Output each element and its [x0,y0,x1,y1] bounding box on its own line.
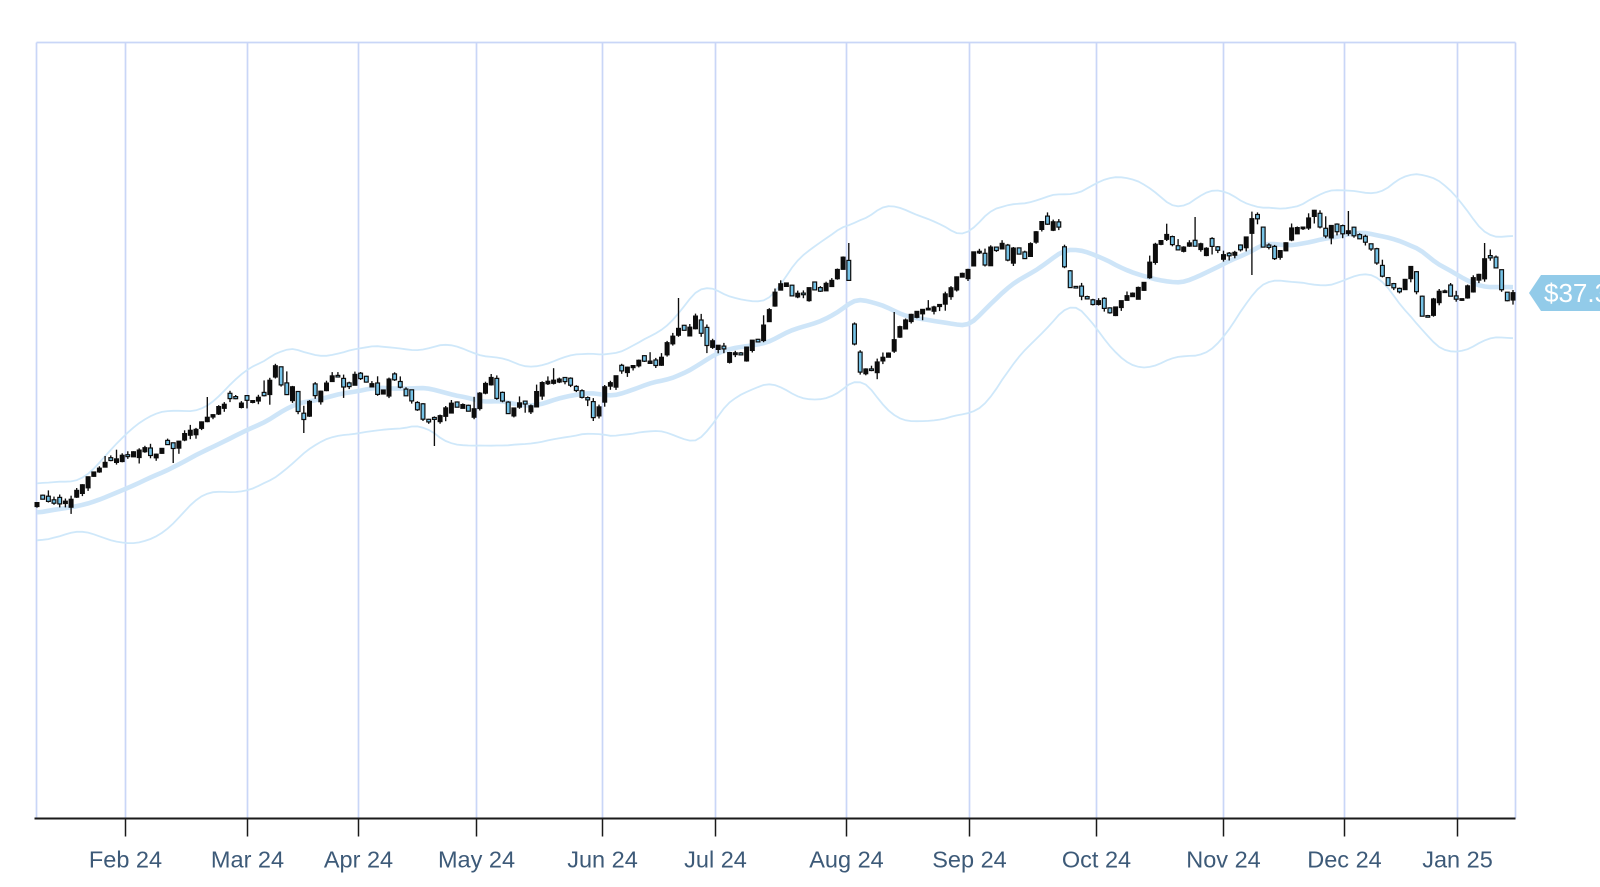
svg-text:Oct 24: Oct 24 [1062,847,1131,873]
svg-text:Nov 24: Nov 24 [1186,847,1260,873]
svg-text:Dec 24: Dec 24 [1307,847,1381,873]
svg-text:Sep 24: Sep 24 [932,847,1006,873]
svg-text:May 24: May 24 [438,847,515,873]
svg-text:Aug 24: Aug 24 [809,847,883,873]
svg-text:Jun 24: Jun 24 [567,847,638,873]
svg-text:$37.34: $37.34 [1544,278,1600,308]
svg-text:Jan 25: Jan 25 [1422,847,1493,873]
svg-text:Mar 24: Mar 24 [211,847,284,873]
svg-text:Jul 24: Jul 24 [684,847,747,873]
svg-text:Feb 24: Feb 24 [89,847,162,873]
svg-text:Apr 24: Apr 24 [324,847,393,873]
